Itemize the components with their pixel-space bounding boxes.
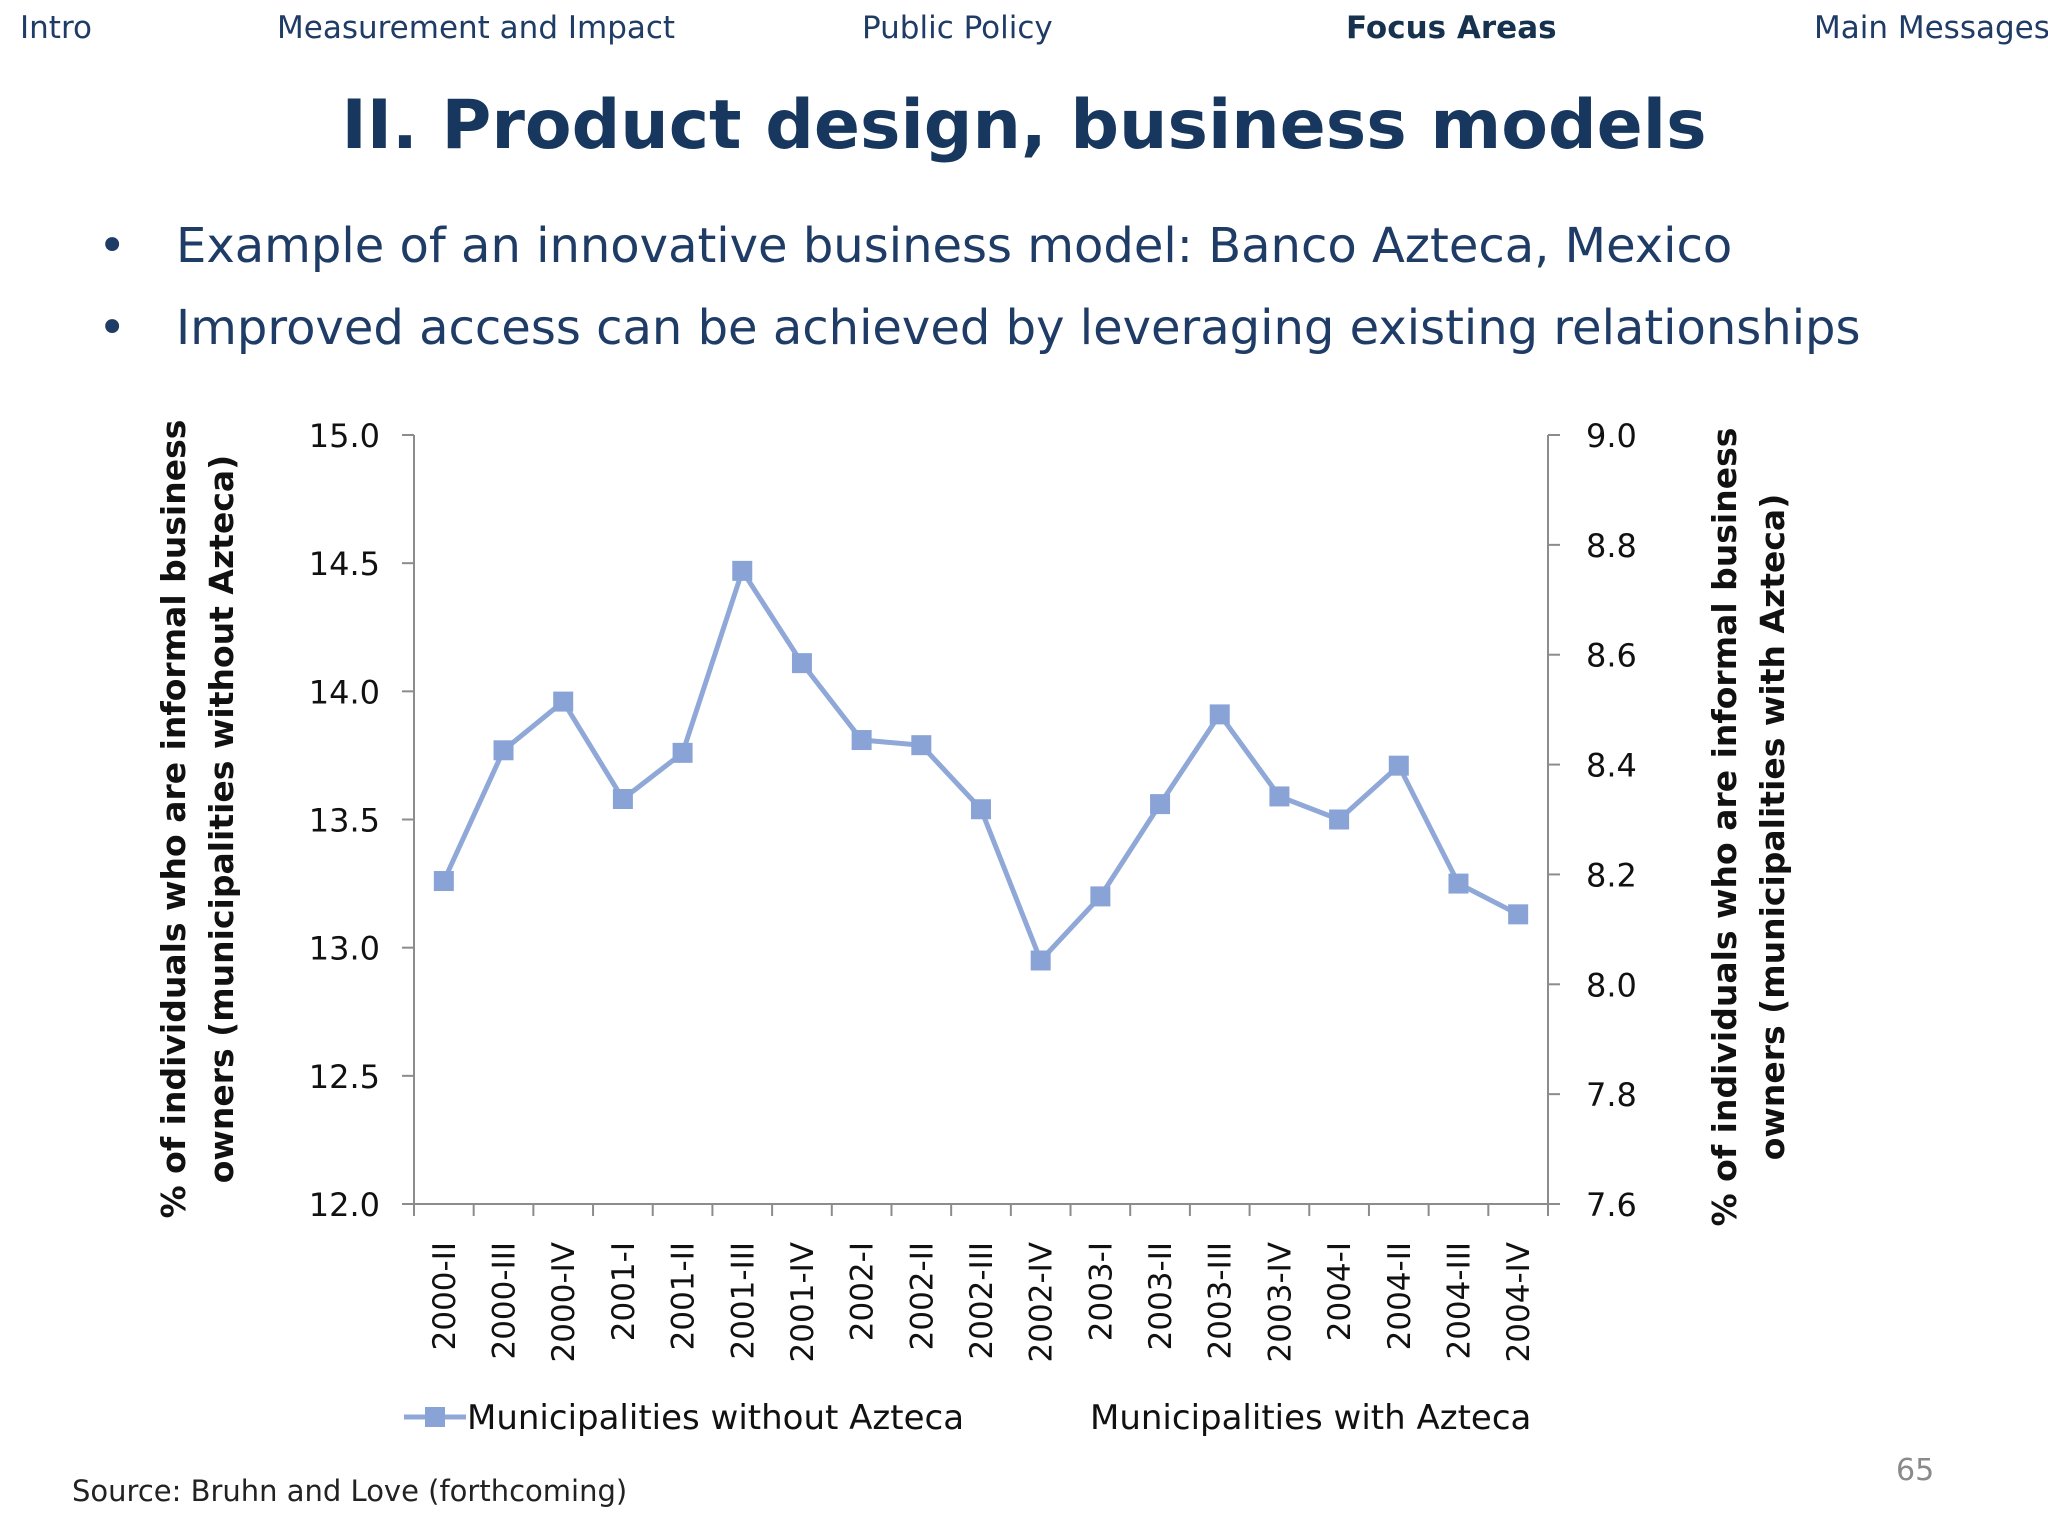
left-y-tick-label: 14.0 xyxy=(309,673,380,711)
x-tick-label: 2004-IV xyxy=(1501,1242,1537,1362)
data-point-marker xyxy=(851,730,872,751)
right-y-tick-label: 7.6 xyxy=(1586,1186,1637,1224)
data-point-marker xyxy=(1388,755,1409,776)
data-point-marker xyxy=(553,691,574,712)
x-tick-label: 2004-I xyxy=(1322,1242,1358,1341)
x-tick-label: 2000-III xyxy=(487,1242,523,1360)
right-y-axis-title-line1: % of individuals who are informal busine… xyxy=(1705,428,1744,1227)
right-y-tick-label: 7.8 xyxy=(1586,1076,1637,1114)
bullet-dot: • xyxy=(98,218,127,274)
slide-title: II. Product design, business models xyxy=(341,86,1707,165)
data-point-marker xyxy=(1090,886,1111,907)
x-tick-label: 2001-IV xyxy=(785,1242,821,1362)
legend-label-with-azteca: Municipalities with Azteca xyxy=(1090,1398,1531,1438)
legend-label-without-azteca: Municipalities without Azteca xyxy=(467,1398,964,1438)
x-tick-label: 2003-II xyxy=(1143,1242,1179,1350)
data-point-marker xyxy=(1269,786,1290,807)
data-point-marker xyxy=(1329,809,1350,830)
nav-focus-areas[interactable]: Focus Areas xyxy=(1346,10,1557,46)
right-y-tick-label: 9.0 xyxy=(1586,417,1637,455)
x-tick-label: 2003-IV xyxy=(1262,1242,1298,1362)
data-point-marker xyxy=(911,735,932,756)
x-tick-label: 2002-I xyxy=(845,1242,881,1341)
data-point-marker xyxy=(1030,950,1051,971)
bullet-dot: • xyxy=(98,300,127,356)
left-y-tick-label: 12.5 xyxy=(309,1058,380,1096)
nav-intro[interactable]: Intro xyxy=(20,10,92,46)
right-y-tick-label: 8.0 xyxy=(1586,966,1637,1004)
bullet-text: Improved access can be achieved by lever… xyxy=(176,300,1861,356)
right-y-axis-title-line2: owners (municipalities with Azteca) xyxy=(1753,494,1792,1161)
data-point-marker xyxy=(612,788,633,809)
data-point-marker xyxy=(1448,873,1469,894)
x-tick-label: 2003-III xyxy=(1203,1242,1239,1360)
right-y-tick-label: 8.2 xyxy=(1586,856,1637,894)
data-point-marker xyxy=(493,740,514,761)
x-tick-label: 2002-II xyxy=(904,1242,940,1350)
right-y-tick-label: 8.4 xyxy=(1586,747,1637,785)
legend-marker-without-azteca xyxy=(425,1407,445,1427)
left-y-tick-label: 12.0 xyxy=(309,1186,380,1224)
bullet-list: • Example of an innovative business mode… xyxy=(98,218,1998,382)
data-point-marker xyxy=(1508,904,1529,925)
nav-main-messages[interactable]: Main Messages xyxy=(1814,10,2048,46)
x-tick-label: 2001-III xyxy=(725,1242,761,1360)
x-tick-label: 2004-III xyxy=(1441,1242,1477,1360)
left-y-tick-label: 13.0 xyxy=(309,930,380,968)
left-y-axis-title-line2: owners (municipalities without Azteca) xyxy=(202,455,241,1184)
x-tick-label: 2001-I xyxy=(606,1242,642,1341)
x-tick-label: 2002-III xyxy=(964,1242,1000,1360)
x-tick-label: 2000-IV xyxy=(546,1242,582,1362)
left-y-tick-label: 14.5 xyxy=(309,545,380,583)
x-tick-label: 2001-II xyxy=(666,1242,702,1350)
left-y-tick-label: 15.0 xyxy=(309,417,380,455)
x-tick-label: 2004-II xyxy=(1382,1242,1418,1350)
bullet-item: • Improved access can be achieved by lev… xyxy=(98,300,1998,382)
right-y-tick-label: 8.8 xyxy=(1586,527,1637,565)
top-navigation: Intro Measurement and Impact Public Poli… xyxy=(0,10,2048,60)
data-point-marker xyxy=(1209,704,1230,725)
x-tick-label: 2003-I xyxy=(1083,1242,1119,1341)
left-y-axis-title-line1: % of individuals who are informal busine… xyxy=(154,420,193,1219)
page-number: 65 xyxy=(1896,1453,1935,1488)
bullet-text: Example of an innovative business model:… xyxy=(176,218,1733,274)
bullet-item: • Example of an innovative business mode… xyxy=(98,218,1998,300)
nav-measurement-and-impact[interactable]: Measurement and Impact xyxy=(277,10,676,46)
x-tick-label: 2002-IV xyxy=(1024,1242,1060,1362)
data-point-marker xyxy=(672,742,693,763)
data-point-marker xyxy=(732,560,753,581)
nav-public-policy[interactable]: Public Policy xyxy=(862,10,1053,46)
data-point-marker xyxy=(433,871,454,892)
x-tick-label: 2000-II xyxy=(427,1242,463,1350)
series-line-without-azteca xyxy=(441,568,1520,963)
left-y-tick-label: 13.5 xyxy=(309,802,380,840)
right-y-tick-label: 8.6 xyxy=(1586,637,1637,675)
data-point-marker xyxy=(791,653,812,674)
data-point-marker xyxy=(971,799,991,820)
source-note: Source: Bruhn and Love (forthcoming) xyxy=(72,1474,628,1508)
data-point-marker xyxy=(1150,794,1171,815)
